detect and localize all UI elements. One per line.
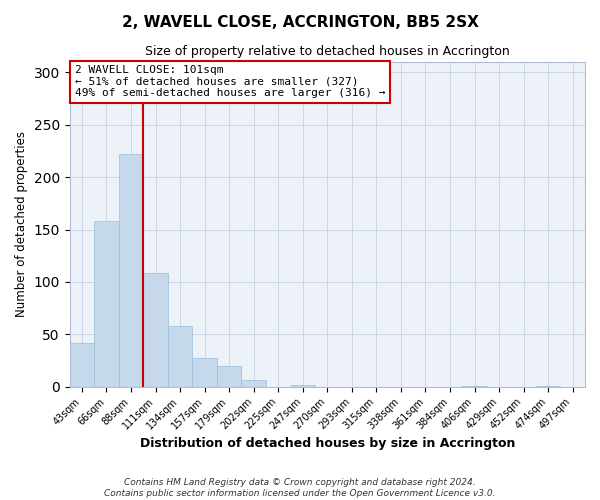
Bar xyxy=(143,272,168,386)
Bar xyxy=(94,221,119,386)
Text: 2, WAVELL CLOSE, ACCRINGTON, BB5 2SX: 2, WAVELL CLOSE, ACCRINGTON, BB5 2SX xyxy=(122,15,478,30)
Bar xyxy=(290,384,315,386)
Bar xyxy=(193,358,217,386)
Bar xyxy=(119,154,143,386)
X-axis label: Distribution of detached houses by size in Accrington: Distribution of detached houses by size … xyxy=(140,437,515,450)
Bar xyxy=(217,366,241,386)
Bar xyxy=(168,326,193,386)
Text: Contains HM Land Registry data © Crown copyright and database right 2024.
Contai: Contains HM Land Registry data © Crown c… xyxy=(104,478,496,498)
Y-axis label: Number of detached properties: Number of detached properties xyxy=(15,132,28,318)
Bar xyxy=(70,342,94,386)
Bar xyxy=(241,380,266,386)
Title: Size of property relative to detached houses in Accrington: Size of property relative to detached ho… xyxy=(145,45,510,58)
Text: 2 WAVELL CLOSE: 101sqm
← 51% of detached houses are smaller (327)
49% of semi-de: 2 WAVELL CLOSE: 101sqm ← 51% of detached… xyxy=(75,65,385,98)
